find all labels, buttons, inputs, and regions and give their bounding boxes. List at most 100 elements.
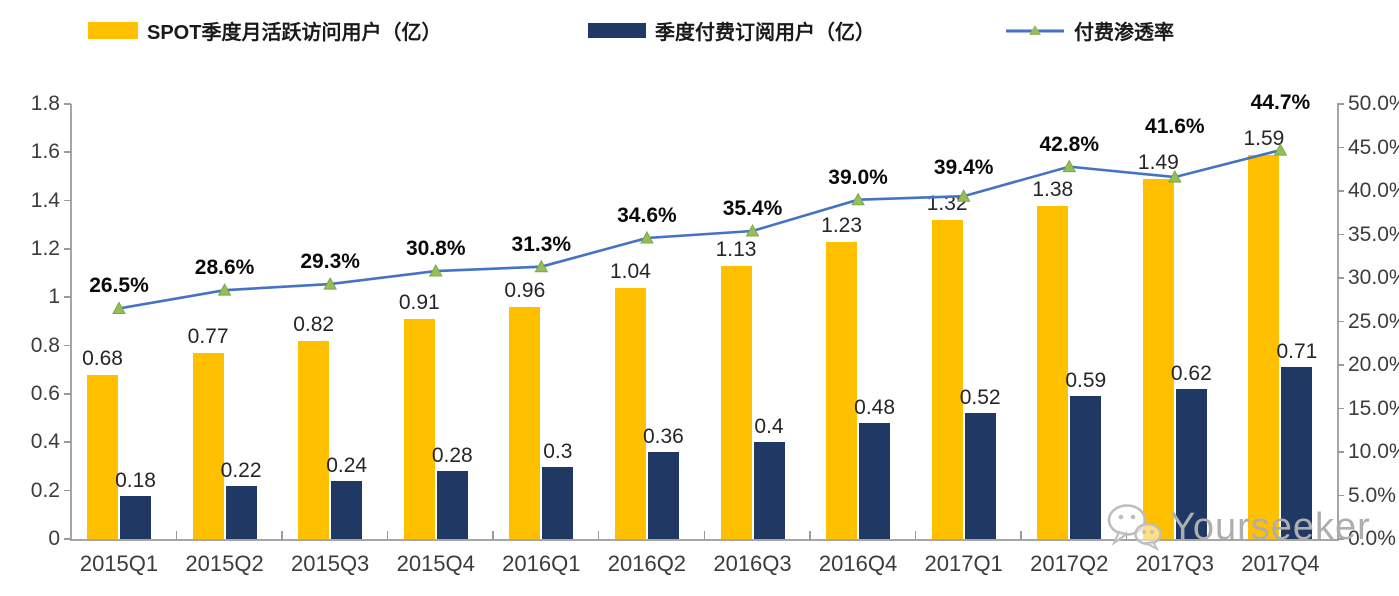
x-axis-label: 2017Q3	[1135, 551, 1214, 576]
left-axis-tick-label: 1.2	[30, 237, 60, 260]
line-marker-triangle-icon	[956, 189, 971, 202]
bar-paid	[964, 413, 996, 539]
bar-mau	[1142, 178, 1174, 539]
y-axis-left-tick	[64, 296, 71, 298]
x-axis-tick	[597, 531, 600, 540]
left-axis-tick-label: 0.8	[30, 333, 60, 357]
bar-mau	[826, 241, 858, 539]
bar-value-label-mau: 1.49	[1137, 150, 1179, 174]
y-axis-left	[70, 104, 72, 539]
penetration-rate-label: 28.6%	[194, 256, 255, 280]
x-axis	[70, 539, 1339, 541]
line-marker-triangle-icon	[640, 230, 654, 244]
bar-mau	[298, 340, 330, 539]
x-axis-label: 2016Q3	[713, 551, 792, 576]
bar-swatch-icon	[588, 23, 646, 38]
x-axis-label: 2016Q2	[607, 551, 687, 576]
bar-mau	[614, 287, 646, 539]
bar-value-label-paid: 0.28	[431, 444, 473, 468]
x-axis-label: 2015Q4	[396, 551, 475, 576]
penetration-rate-label: 41.6%	[1145, 114, 1205, 138]
y-axis-right-tick	[1337, 494, 1344, 496]
bar-value-label-mau: 1.59	[1243, 126, 1285, 150]
penetration-rate-label: 26.5%	[89, 274, 149, 298]
bar-paid	[436, 471, 468, 539]
penetration-rate-label: 30.8%	[405, 237, 466, 261]
bar-swatch-icon	[88, 22, 138, 39]
right-axis-tick-label: 50.0%	[1348, 92, 1399, 115]
bar-paid	[331, 481, 363, 539]
legend-label-paid: 季度付费订阅用户（亿）	[655, 22, 875, 44]
bar-paid	[542, 466, 574, 539]
x-axis-label: 2016Q4	[818, 551, 898, 576]
y-axis-left-tick	[64, 151, 71, 153]
bar-paid	[1175, 389, 1207, 539]
penetration-rate-label: 34.6%	[617, 203, 677, 227]
legend-item-mau: SPOT季度月活跃访问用户（亿）	[88, 16, 441, 45]
bar-value-label-mau: 0.91	[398, 291, 440, 315]
y-axis-left-tick	[64, 393, 71, 395]
bar-value-label-mau: 1.04	[609, 259, 651, 283]
bar-value-label-paid: 0.71	[1276, 340, 1318, 364]
bar-paid	[647, 452, 679, 539]
x-axis-tick	[175, 531, 178, 540]
x-axis-tick	[914, 531, 917, 540]
line-marker-triangle-icon	[534, 259, 549, 273]
line-marker-triangle-icon	[428, 263, 443, 277]
right-axis-tick-label: 45.0%	[1348, 135, 1399, 159]
penetration-rate-label: 44.7%	[1250, 90, 1311, 114]
bar-paid	[859, 423, 891, 539]
y-axis-left-tick	[64, 538, 71, 540]
x-axis-label: 2015Q2	[185, 551, 264, 576]
x-axis-label: 2017Q1	[924, 551, 1003, 576]
bar-value-label-paid: 0.52	[959, 386, 1001, 410]
left-axis-tick-label: 0.4	[30, 430, 60, 454]
left-axis-tick-label: 0.6	[30, 382, 60, 405]
y-axis-right-tick	[1337, 233, 1344, 235]
bar-paid	[1281, 367, 1313, 539]
left-axis-tick-label: 1	[48, 285, 60, 309]
bar-value-label-paid: 0.62	[1170, 362, 1212, 386]
right-axis-tick-label: 20.0%	[1348, 353, 1399, 376]
y-axis-left-tick	[64, 344, 71, 347]
x-axis-label: 2016Q1	[502, 551, 581, 576]
left-axis-tick-label: 1.4	[30, 188, 60, 212]
y-axis-right-tick	[1337, 451, 1344, 453]
bar-value-label-mau: 0.96	[504, 279, 546, 302]
line-marker-triangle-icon	[217, 283, 232, 296]
x-axis-label: 2015Q3	[291, 551, 370, 576]
bar-value-label-mau: 1.38	[1032, 177, 1074, 201]
y-axis-right-tick	[1337, 277, 1344, 279]
y-axis-right-tick	[1337, 538, 1344, 540]
left-axis-tick-label: 0	[48, 527, 60, 550]
bar-mau	[1248, 154, 1280, 539]
y-axis-left-tick	[64, 489, 71, 492]
penetration-rate-label: 31.3%	[511, 232, 572, 256]
left-axis-tick-label: 1.8	[30, 92, 60, 115]
x-axis-tick	[386, 531, 389, 540]
penetration-rate-label: 42.8%	[1039, 132, 1100, 156]
right-axis-tick-label: 0.0%	[1348, 527, 1396, 550]
penetration-rate-label: 29.3%	[300, 250, 360, 274]
bar-paid	[1070, 396, 1102, 539]
bar-value-label-mau: 1.13	[715, 237, 757, 261]
y-axis-right-tick	[1337, 364, 1344, 366]
bar-paid	[120, 495, 151, 539]
line-marker-triangle-icon	[1273, 143, 1288, 156]
bar-value-label-paid: 0.36	[642, 425, 684, 448]
left-axis-tick-label: 1.6	[30, 140, 60, 164]
x-axis-label: 2017Q2	[1030, 551, 1109, 576]
legend-item-paid: 季度付费订阅用户（亿）	[588, 16, 875, 45]
penetration-rate-label: 35.4%	[722, 197, 783, 221]
line-marker-triangle-icon	[1167, 170, 1182, 183]
x-axis-tick	[281, 531, 283, 540]
bar-value-label-mau: 0.77	[187, 324, 229, 348]
bar-value-label-mau: 0.82	[293, 312, 335, 336]
bar-mau	[509, 307, 541, 539]
line-marker-triangle-icon	[323, 277, 338, 290]
right-axis-tick-label: 30.0%	[1348, 266, 1399, 289]
penetration-rate-label: 39.0%	[828, 165, 888, 189]
x-axis-label: 2017Q4	[1241, 551, 1320, 576]
bar-paid	[225, 485, 257, 539]
